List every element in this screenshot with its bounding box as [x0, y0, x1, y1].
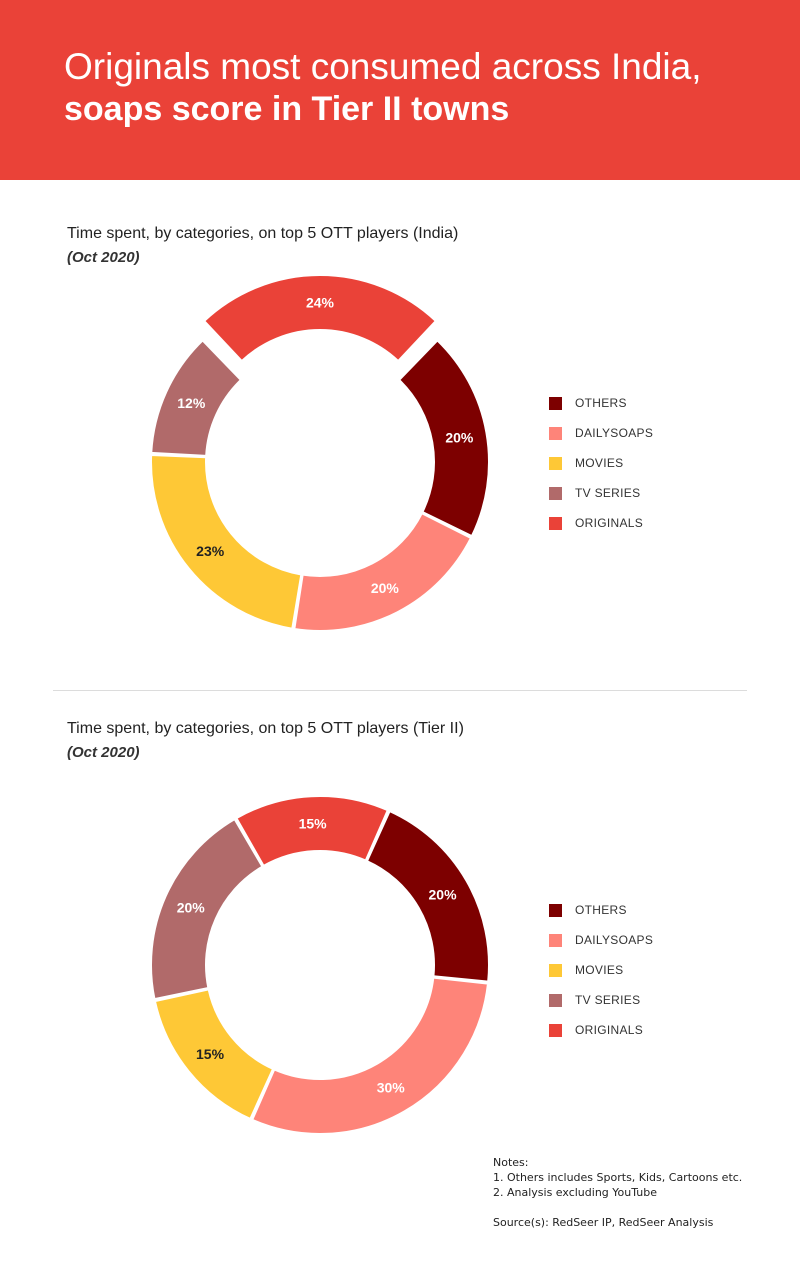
slice-dailysoaps [293, 511, 473, 632]
slice-label-originals: 24% [306, 295, 335, 311]
legend-item-dailysoaps: DAILYSOAPS [549, 925, 653, 955]
legend-item-dailysoaps: DAILYSOAPS [549, 418, 653, 448]
chart1-subtitle: (Oct 2020) [67, 249, 140, 266]
slice-label-tv-series: 20% [177, 899, 206, 915]
slice-others [397, 338, 490, 538]
slice-others [365, 809, 490, 983]
source-text: Source(s): RedSeer IP, RedSeer Analysis [493, 1216, 714, 1229]
legend-item-tv-series: TV SERIES [549, 478, 653, 508]
slice-tv-series [150, 817, 264, 1001]
legend-item-movies: MOVIES [549, 448, 653, 478]
legend-swatch [549, 426, 562, 440]
chart1-donut: 24% 20% 20% 23% 12% [150, 274, 490, 632]
chart2-donut: 15% 20% 30% 15% 20% [150, 795, 490, 1135]
legend-swatch [549, 993, 562, 1007]
note-item: 1. Others includes Sports, Kids, Cartoon… [493, 1171, 743, 1184]
chart2-subtitle: (Oct 2020) [67, 744, 140, 761]
chart2-legend: OTHERS DAILYSOAPS MOVIES TV SERIES ORIGINALS [549, 895, 653, 1045]
legend-item-originals: ORIGINALS [549, 1015, 653, 1045]
legend-item-movies: MOVIES [549, 955, 653, 985]
section-divider [53, 690, 747, 691]
slice-label-others: 20% [445, 429, 474, 445]
slice-originals [202, 274, 438, 363]
legend-label: OTHERS [575, 396, 627, 410]
slice-tv-series [150, 338, 243, 457]
legend-item-tv-series: TV SERIES [549, 985, 653, 1015]
legend-item-originals: ORIGINALS [549, 508, 653, 538]
header-banner: Originals most consumed across India, so… [0, 0, 800, 180]
legend-swatch [549, 933, 562, 947]
slice-label-others: 20% [429, 886, 458, 902]
slice-label-tv-series: 12% [177, 395, 206, 411]
legend-label: ORIGINALS [575, 516, 644, 530]
legend-label: MOVIES [575, 963, 624, 977]
legend-swatch [549, 396, 562, 410]
legend-swatch [549, 963, 562, 977]
slice-label-dailysoaps: 30% [377, 1080, 406, 1096]
slice-movies [153, 988, 275, 1121]
slice-label-dailysoaps: 20% [371, 580, 400, 596]
slice-movies [150, 453, 303, 630]
slice-label-originals: 15% [299, 816, 328, 832]
legend-label: OTHERS [575, 903, 627, 917]
legend-swatch [549, 516, 562, 530]
note-item: 2. Analysis excluding YouTube [493, 1186, 657, 1199]
chart1-title: Time spent, by categories, on top 5 OTT … [67, 225, 459, 242]
legend-swatch [549, 486, 562, 500]
legend-label: TV SERIES [575, 486, 641, 500]
legend-label: DAILYSOAPS [575, 426, 654, 440]
chart2-title: Time spent, by categories, on top 5 OTT … [67, 720, 464, 737]
notes: Notes: 1. Others includes Sports, Kids, … [493, 1155, 742, 1200]
page-title-line1: Originals most consumed across India, [64, 46, 702, 87]
legend-swatch [549, 456, 562, 470]
legend-label: TV SERIES [575, 993, 641, 1007]
page-title-line2: soaps score in Tier II towns [64, 90, 510, 128]
slice-label-movies: 15% [196, 1046, 225, 1062]
chart1-legend: OTHERS DAILYSOAPS MOVIES TV SERIES ORIGINALS [549, 388, 653, 538]
slice-label-movies: 23% [196, 543, 225, 559]
slice-dailysoaps [250, 976, 490, 1135]
legend-swatch [549, 1023, 562, 1037]
legend-item-others: OTHERS [549, 388, 653, 418]
legend-label: MOVIES [575, 456, 624, 470]
legend-swatch [549, 903, 562, 917]
notes-heading: Notes: [493, 1156, 529, 1169]
slice-originals [235, 795, 390, 868]
legend-item-others: OTHERS [549, 895, 653, 925]
legend-label: DAILYSOAPS [575, 933, 654, 947]
legend-label: ORIGINALS [575, 1023, 644, 1037]
